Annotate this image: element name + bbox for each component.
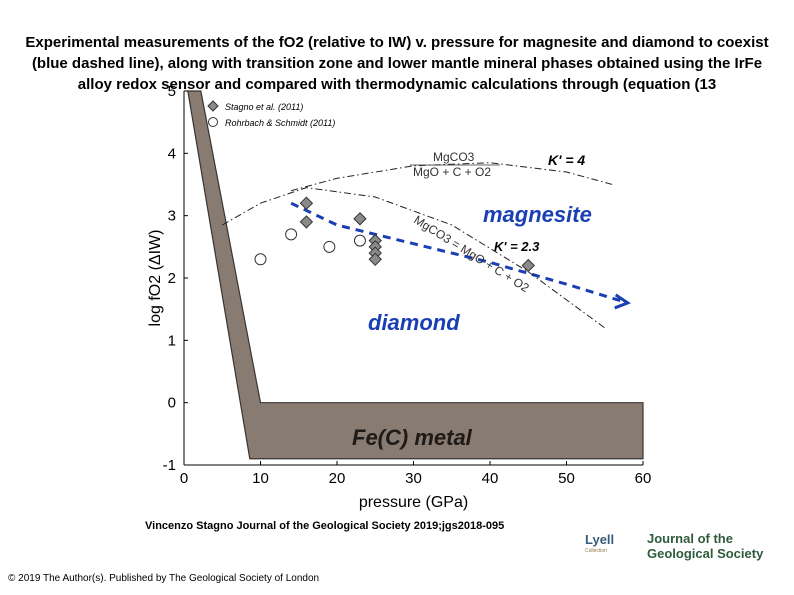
blue-line-arrowhead xyxy=(614,293,631,310)
data-point-stagno xyxy=(521,258,535,273)
y-tick-label: -1 xyxy=(163,457,176,474)
title-main: Experimental measurements of the fO2 (re… xyxy=(25,34,769,93)
journal-name: Journal of the Geological Society xyxy=(647,531,764,561)
k23-label: K' = 2.3 xyxy=(494,239,540,254)
x-tick-label: 30 xyxy=(405,470,422,487)
reaction-label-bottom: MgO + C + O2 xyxy=(413,165,491,179)
data-point-rohrbach xyxy=(254,253,267,266)
data-point-rohrbach xyxy=(353,234,366,247)
legend-label-rohrbach: Rohrbach & Schmidt (2011) xyxy=(225,118,335,128)
x-tick-label: 60 xyxy=(635,470,652,487)
data-point-stagno xyxy=(353,212,367,226)
data-point-stagno xyxy=(299,215,314,229)
curve-magnesite-diamond-boundary xyxy=(290,201,629,305)
diamond-label: diamond xyxy=(368,310,460,335)
reaction-label-top: MgCO3 xyxy=(433,150,475,164)
data-point-stagno xyxy=(299,196,314,210)
lyell-logo-subtext: Collection xyxy=(585,548,607,554)
y-tick-label: 0 xyxy=(168,395,176,412)
magnesite-label: magnesite xyxy=(483,202,592,227)
x-tick-label: 0 xyxy=(180,470,188,487)
x-tick-label: 10 xyxy=(252,470,269,487)
slide-title: Experimental measurements of the fO2 (re… xyxy=(20,32,774,95)
legend-label-stagno: Stagno et al. (2011) xyxy=(225,102,303,112)
figure-caption: Vincenzo Stagno Journal of the Geologica… xyxy=(145,520,505,532)
curve-k-4-curve xyxy=(290,162,613,192)
y-tick-label: 4 xyxy=(168,145,176,162)
data-point-stagno xyxy=(368,252,382,267)
x-tick-label: 50 xyxy=(558,470,575,487)
copyright-notice: © 2019 The Author(s). Published by The G… xyxy=(8,573,320,584)
y-tick-label: 2 xyxy=(168,270,176,287)
lyell-logo-text: Lyell xyxy=(585,532,615,547)
y-axis-label: log fO2 (ΔIW) xyxy=(147,230,164,327)
k4-label: K' = 4 xyxy=(548,152,585,168)
fe-metal-region xyxy=(187,90,644,460)
curve-k-2-3-curve xyxy=(222,187,606,329)
y-tick-label: 5 xyxy=(168,83,176,100)
y-tick-label: 3 xyxy=(168,208,176,225)
x-axis-label: pressure (GPa) xyxy=(359,494,468,511)
data-point-rohrbach xyxy=(323,240,336,253)
x-tick-label: 40 xyxy=(482,470,499,487)
metal-label: Fe(C) metal xyxy=(352,425,473,450)
legend-marker-rohrbach xyxy=(208,117,218,127)
x-tick-label: 20 xyxy=(329,470,346,487)
journal-logo: Lyell Collection Journal of the Geologic… xyxy=(585,528,765,568)
y-tick-label: 1 xyxy=(168,332,176,349)
data-point-rohrbach xyxy=(285,228,298,241)
legend-marker-stagno xyxy=(207,100,219,112)
